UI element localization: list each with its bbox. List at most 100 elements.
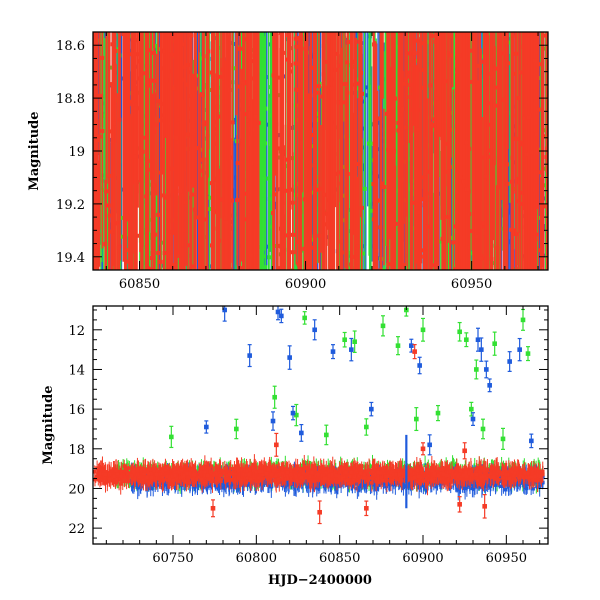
data-point xyxy=(109,229,114,234)
data-point xyxy=(177,272,181,276)
data-point xyxy=(230,120,235,125)
data-point xyxy=(125,41,130,46)
data-point xyxy=(373,21,377,25)
data-point xyxy=(200,157,205,162)
data-point xyxy=(329,86,334,91)
data-point xyxy=(233,270,237,274)
data-point xyxy=(544,33,548,38)
data-point xyxy=(440,277,444,281)
data-point xyxy=(135,233,140,238)
data-point xyxy=(377,174,382,179)
data-point xyxy=(146,21,150,25)
data-point xyxy=(164,272,168,276)
data-point xyxy=(444,244,449,249)
top-panel-data xyxy=(93,17,548,284)
data-point xyxy=(359,20,363,24)
data-point xyxy=(339,21,343,25)
data-point xyxy=(249,161,254,166)
data-point xyxy=(301,125,306,130)
data-point xyxy=(443,24,447,28)
data-point xyxy=(174,136,179,141)
data-point xyxy=(205,26,209,30)
data-point xyxy=(314,187,319,192)
data-point xyxy=(211,209,216,214)
data-point xyxy=(472,100,477,105)
data-point xyxy=(205,280,209,284)
data-point xyxy=(228,155,233,160)
data-point xyxy=(408,27,412,31)
data-point xyxy=(362,186,367,191)
data-point xyxy=(253,277,257,281)
data-point xyxy=(414,146,419,151)
data-point xyxy=(526,18,530,22)
data-point xyxy=(193,24,197,28)
data-point xyxy=(246,118,251,123)
data-point xyxy=(243,19,247,23)
data-point xyxy=(150,173,155,178)
data-point xyxy=(244,191,249,196)
data-point xyxy=(349,25,353,29)
data-point xyxy=(327,81,332,86)
data-point xyxy=(153,272,157,276)
data-point xyxy=(518,17,522,21)
data-point xyxy=(152,232,157,237)
data-point xyxy=(264,122,269,127)
data-point xyxy=(222,76,227,81)
data-point xyxy=(191,202,196,207)
data-point xyxy=(344,186,349,191)
data-point xyxy=(401,262,406,267)
data-point xyxy=(305,23,309,27)
data-point xyxy=(353,23,357,27)
data-point xyxy=(191,264,196,269)
data-point xyxy=(406,186,411,191)
data-point xyxy=(373,209,378,214)
data-point xyxy=(123,248,128,253)
data-point xyxy=(343,82,348,87)
x-tick-label: 60850 xyxy=(119,277,160,292)
data-point xyxy=(393,96,398,101)
data-point xyxy=(176,33,181,38)
data-point xyxy=(493,243,498,248)
data-point xyxy=(325,59,330,64)
data-point xyxy=(429,26,433,30)
data-point xyxy=(368,141,373,146)
data-point xyxy=(267,255,272,260)
data-point xyxy=(449,197,454,202)
data-point xyxy=(185,132,190,137)
data-point xyxy=(388,20,392,24)
data-point xyxy=(97,93,102,98)
data-point xyxy=(335,171,340,176)
data-point xyxy=(213,141,218,146)
data-point xyxy=(315,117,320,122)
data-point xyxy=(397,227,402,232)
data-point xyxy=(491,64,496,69)
data-point xyxy=(404,125,409,130)
data-point xyxy=(435,24,439,28)
data-point xyxy=(105,271,109,275)
data-point xyxy=(254,32,259,34)
data-point xyxy=(388,262,393,267)
data-point xyxy=(340,100,345,105)
data-point xyxy=(231,244,236,249)
data-point xyxy=(94,205,99,210)
data-point xyxy=(160,48,165,53)
data-point xyxy=(506,132,511,137)
data-point xyxy=(478,21,482,25)
data-point xyxy=(324,211,329,216)
data-point xyxy=(154,25,158,29)
data-point xyxy=(410,62,415,67)
data-point xyxy=(342,36,347,41)
data-point xyxy=(133,102,138,107)
data-point xyxy=(431,253,436,258)
data-point xyxy=(117,24,121,28)
data-point xyxy=(316,84,321,89)
data-point xyxy=(530,155,535,160)
data-point xyxy=(115,70,120,75)
data-point xyxy=(386,32,391,35)
data-point xyxy=(304,256,309,261)
data-point xyxy=(145,64,150,69)
data-point xyxy=(446,51,451,56)
data-point xyxy=(156,251,161,256)
y-tick-label: 18.8 xyxy=(56,92,85,107)
data-point xyxy=(440,236,445,241)
